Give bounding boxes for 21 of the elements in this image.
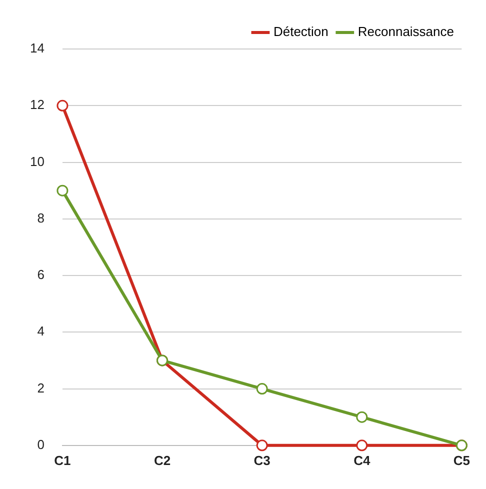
legend-label: Reconnaissance [358, 24, 454, 40]
x-tick-label: C3 [254, 452, 270, 468]
x-tick-label: C2 [154, 452, 171, 468]
y-tick-label: 8 [37, 210, 44, 226]
point [256, 383, 268, 395]
y-tick-label: 12 [30, 97, 44, 112]
x-tick-label: C5 [453, 452, 470, 468]
legend-label: Détection [273, 24, 328, 40]
y-tick-label: 14 [30, 40, 44, 56]
point [356, 440, 368, 452]
point [56, 100, 68, 112]
y-tick-label: 0 [37, 436, 44, 452]
point [256, 440, 268, 452]
y-tick-label: 2 [37, 380, 44, 396]
y-tick-label: 4 [37, 324, 44, 339]
y-tick-label: 10 [30, 154, 44, 169]
x-tick-label: C4 [354, 452, 371, 468]
x-tick-label: C1 [54, 452, 71, 468]
point [56, 184, 68, 196]
y-tick-label: 6 [37, 267, 44, 282]
point [356, 411, 368, 423]
